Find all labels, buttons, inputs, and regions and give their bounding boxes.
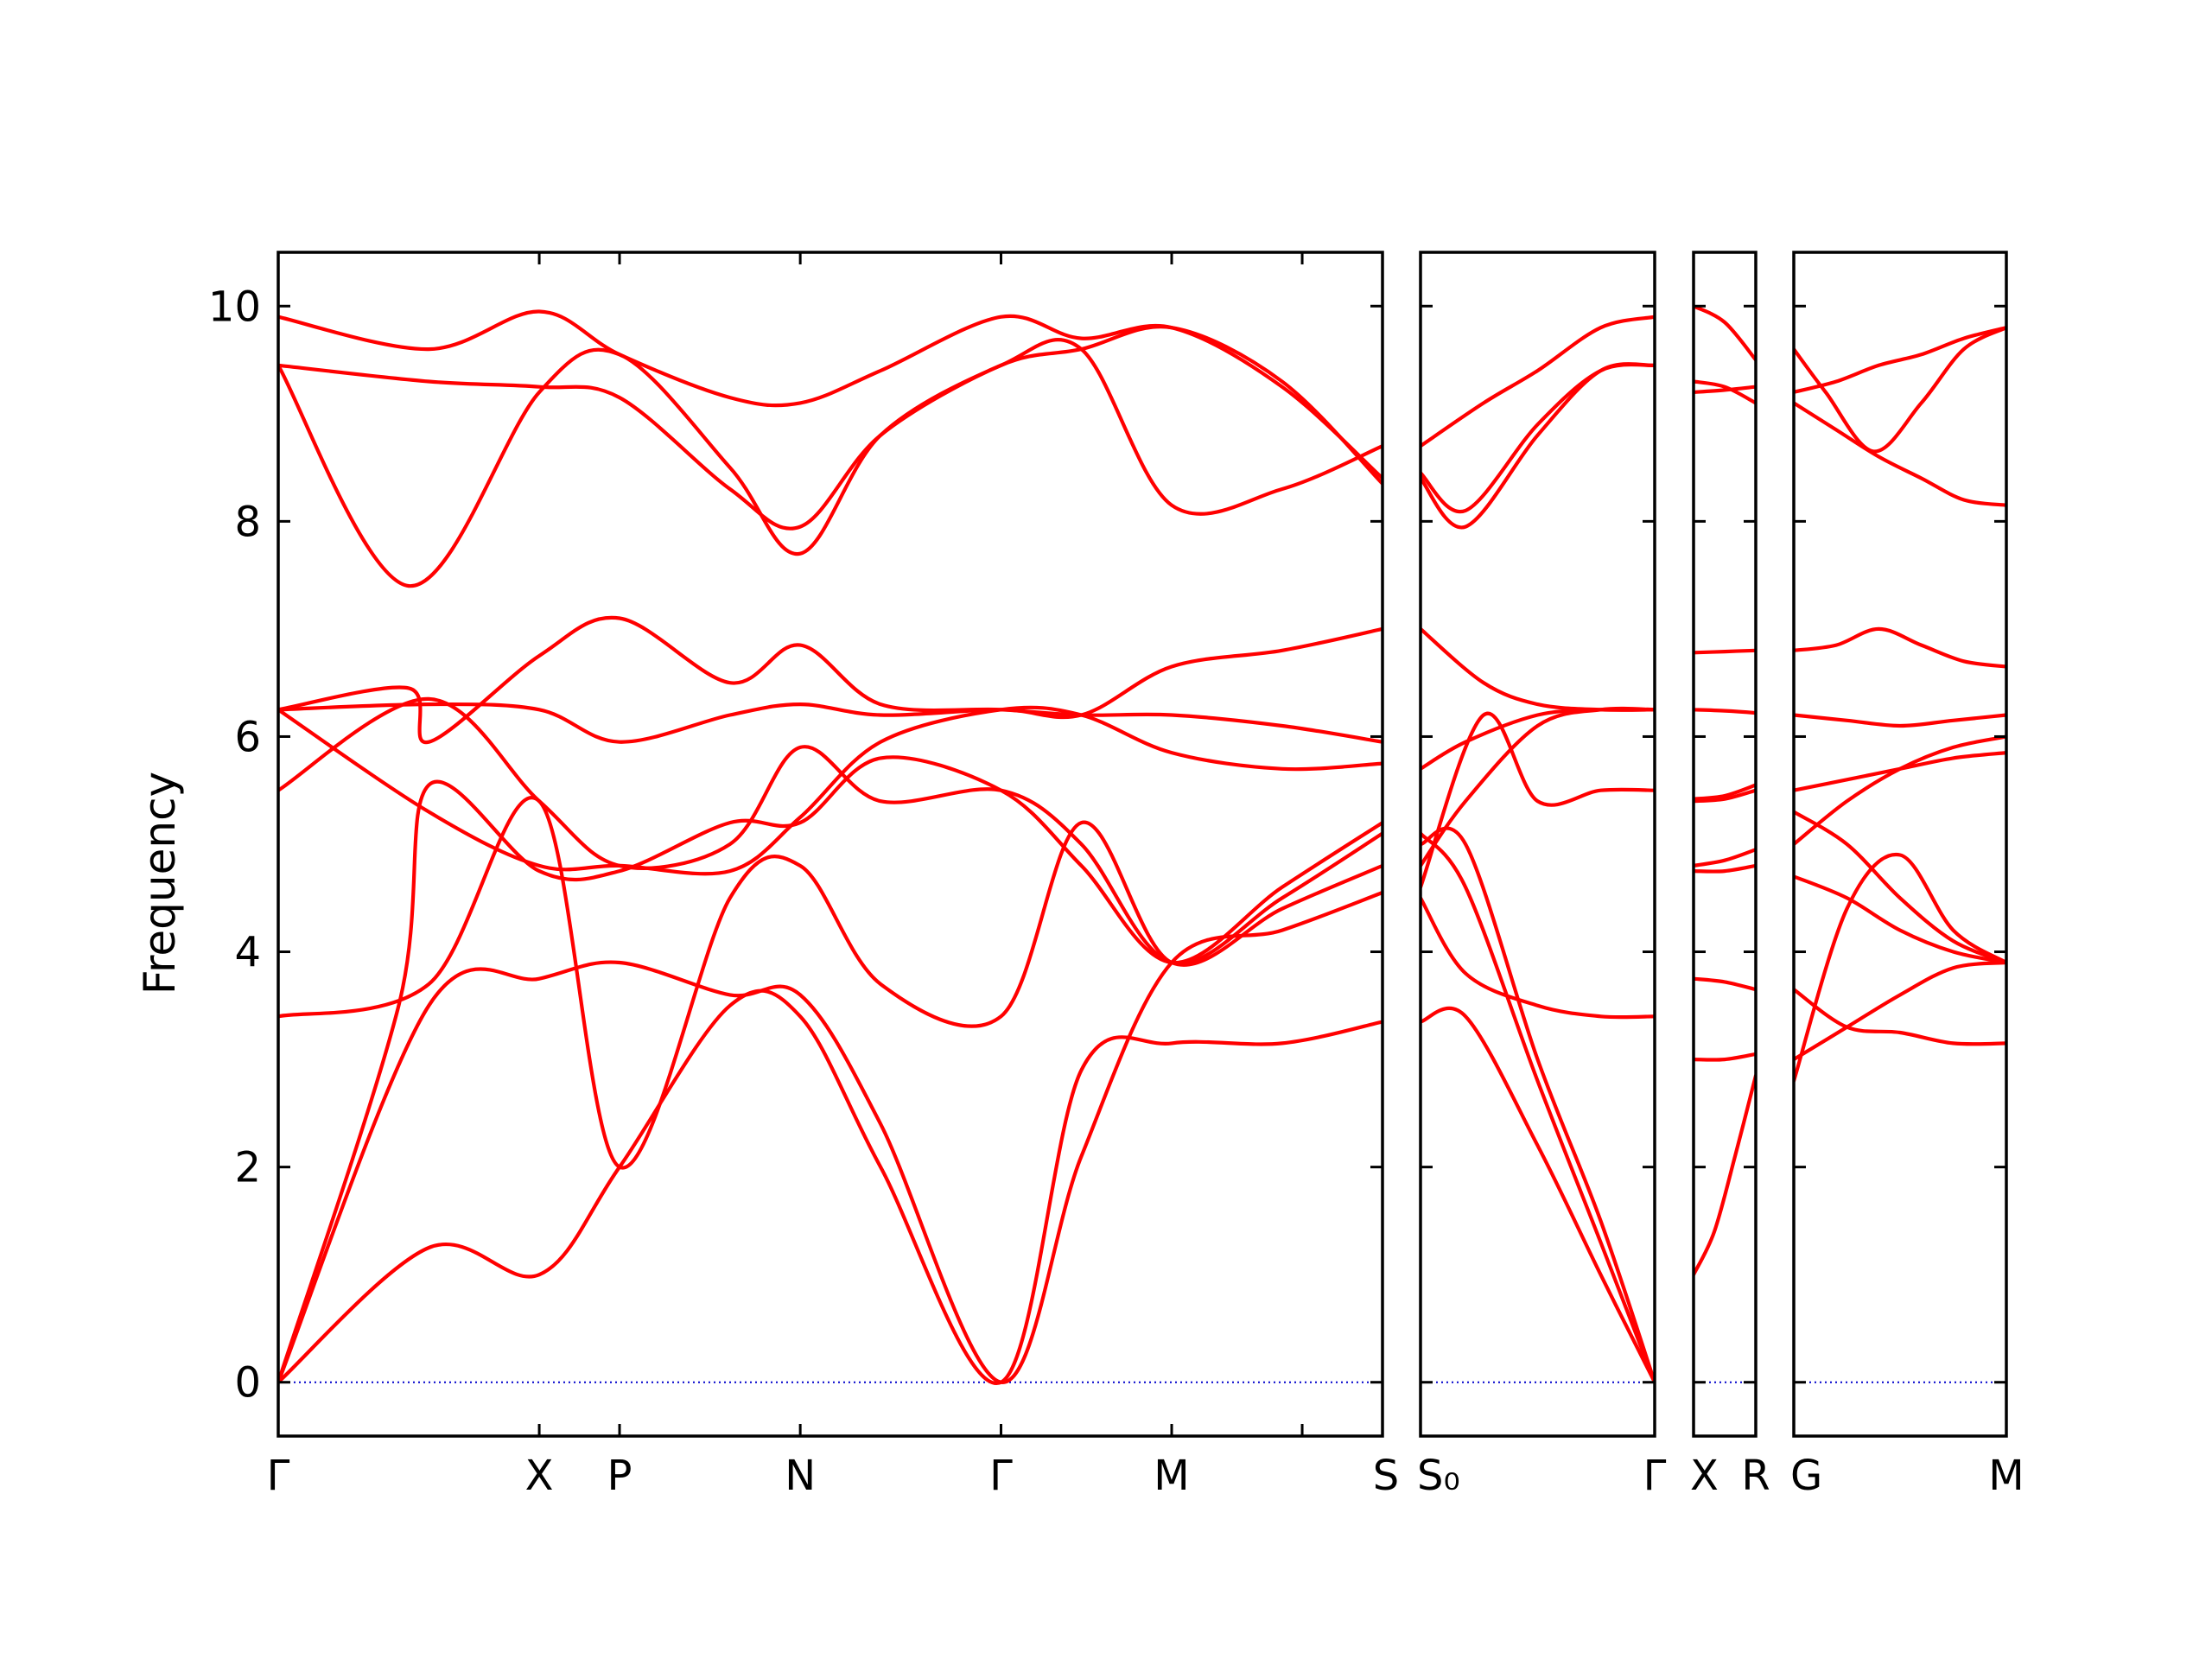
band-7 [1794,751,2006,792]
y-tick-label: 0 [234,1359,261,1408]
x-tick-label: G [1790,1452,1822,1500]
x-tick-label: Γ [267,1452,290,1500]
band-11 [1421,315,1655,448]
band-4 [1421,831,1655,1384]
band-3 [1421,826,1655,1384]
band-4 [1794,874,2006,965]
band-12 [1694,304,1756,362]
band-11 [1694,379,1756,405]
band-4 [278,755,1382,1384]
x-tick-label: M [1988,1452,2024,1500]
band-5 [1694,848,1756,868]
band-2 [1421,896,1655,1020]
x-tick-label: N [785,1452,816,1500]
band-8 [1694,708,1756,715]
band-9 [1794,626,2006,669]
band-11 [278,309,1382,480]
band-2 [1794,960,2006,1062]
band-3 [1694,976,1756,992]
band-10 [1794,401,2006,507]
band-10 [1421,362,1655,514]
band-4 [1694,863,1756,874]
panel-1: 0 2 4 6 8 10 Γ X P N Γ M S [208,251,1399,1500]
band-8 [1794,713,2006,728]
y-tick-label: 2 [234,1144,261,1192]
band-group [278,309,1382,1385]
band-7 [1421,706,1655,868]
band-9 [1694,648,1756,655]
y-axis-label: Frequency [135,772,185,995]
band-8 [1421,626,1655,712]
band-2 [278,890,1382,1384]
panel-frame [1419,251,1656,1438]
band-5 [1421,711,1655,889]
band-group [1794,326,2006,1084]
band-6 [1694,788,1756,804]
y-tick-label: 4 [234,929,261,977]
band-11 [1794,326,2006,394]
band-10 [278,325,1382,531]
band-1 [1794,852,2006,1084]
band-8 [278,626,1382,744]
band-3 [278,796,1382,1170]
band-7 [278,615,1382,744]
band-7 [1694,783,1756,801]
band-1 [278,988,1382,1385]
x-tick-label: Γ [1643,1452,1667,1500]
x-tick-label: R [1741,1452,1770,1500]
panel-2: S₀ Γ [1417,251,1667,1500]
band-10 [1694,385,1756,394]
x-tick-label: S₀ [1417,1452,1460,1500]
band-5 [278,696,1382,966]
band-1 [1421,1006,1655,1384]
band-group [1421,315,1655,1384]
band-9 [1421,362,1655,530]
y-tick-label: 10 [208,283,261,331]
x-tick-label: S [1373,1452,1399,1500]
panel-frame [1792,251,2008,1438]
x-tick-label: X [525,1452,554,1500]
y-tick-label: 6 [234,713,261,761]
band-6 [1421,707,1655,771]
panel-frame [276,251,1384,1438]
band-1 [1694,1073,1756,1277]
band-group [1694,304,1756,1277]
band-2 [1694,1052,1756,1062]
band-6 [1794,810,2006,965]
band-12 [1794,326,2006,454]
x-tick-label: M [1154,1452,1189,1500]
x-tick-label: P [607,1452,632,1500]
band-6 [278,705,1382,876]
x-tick-label: Γ [989,1452,1013,1500]
band-9 [278,338,1382,588]
x-tick-label: X [1690,1452,1719,1500]
y-tick-label: 8 [234,498,261,546]
band-3 [1794,988,2006,1046]
panel-frame [1692,251,1758,1438]
